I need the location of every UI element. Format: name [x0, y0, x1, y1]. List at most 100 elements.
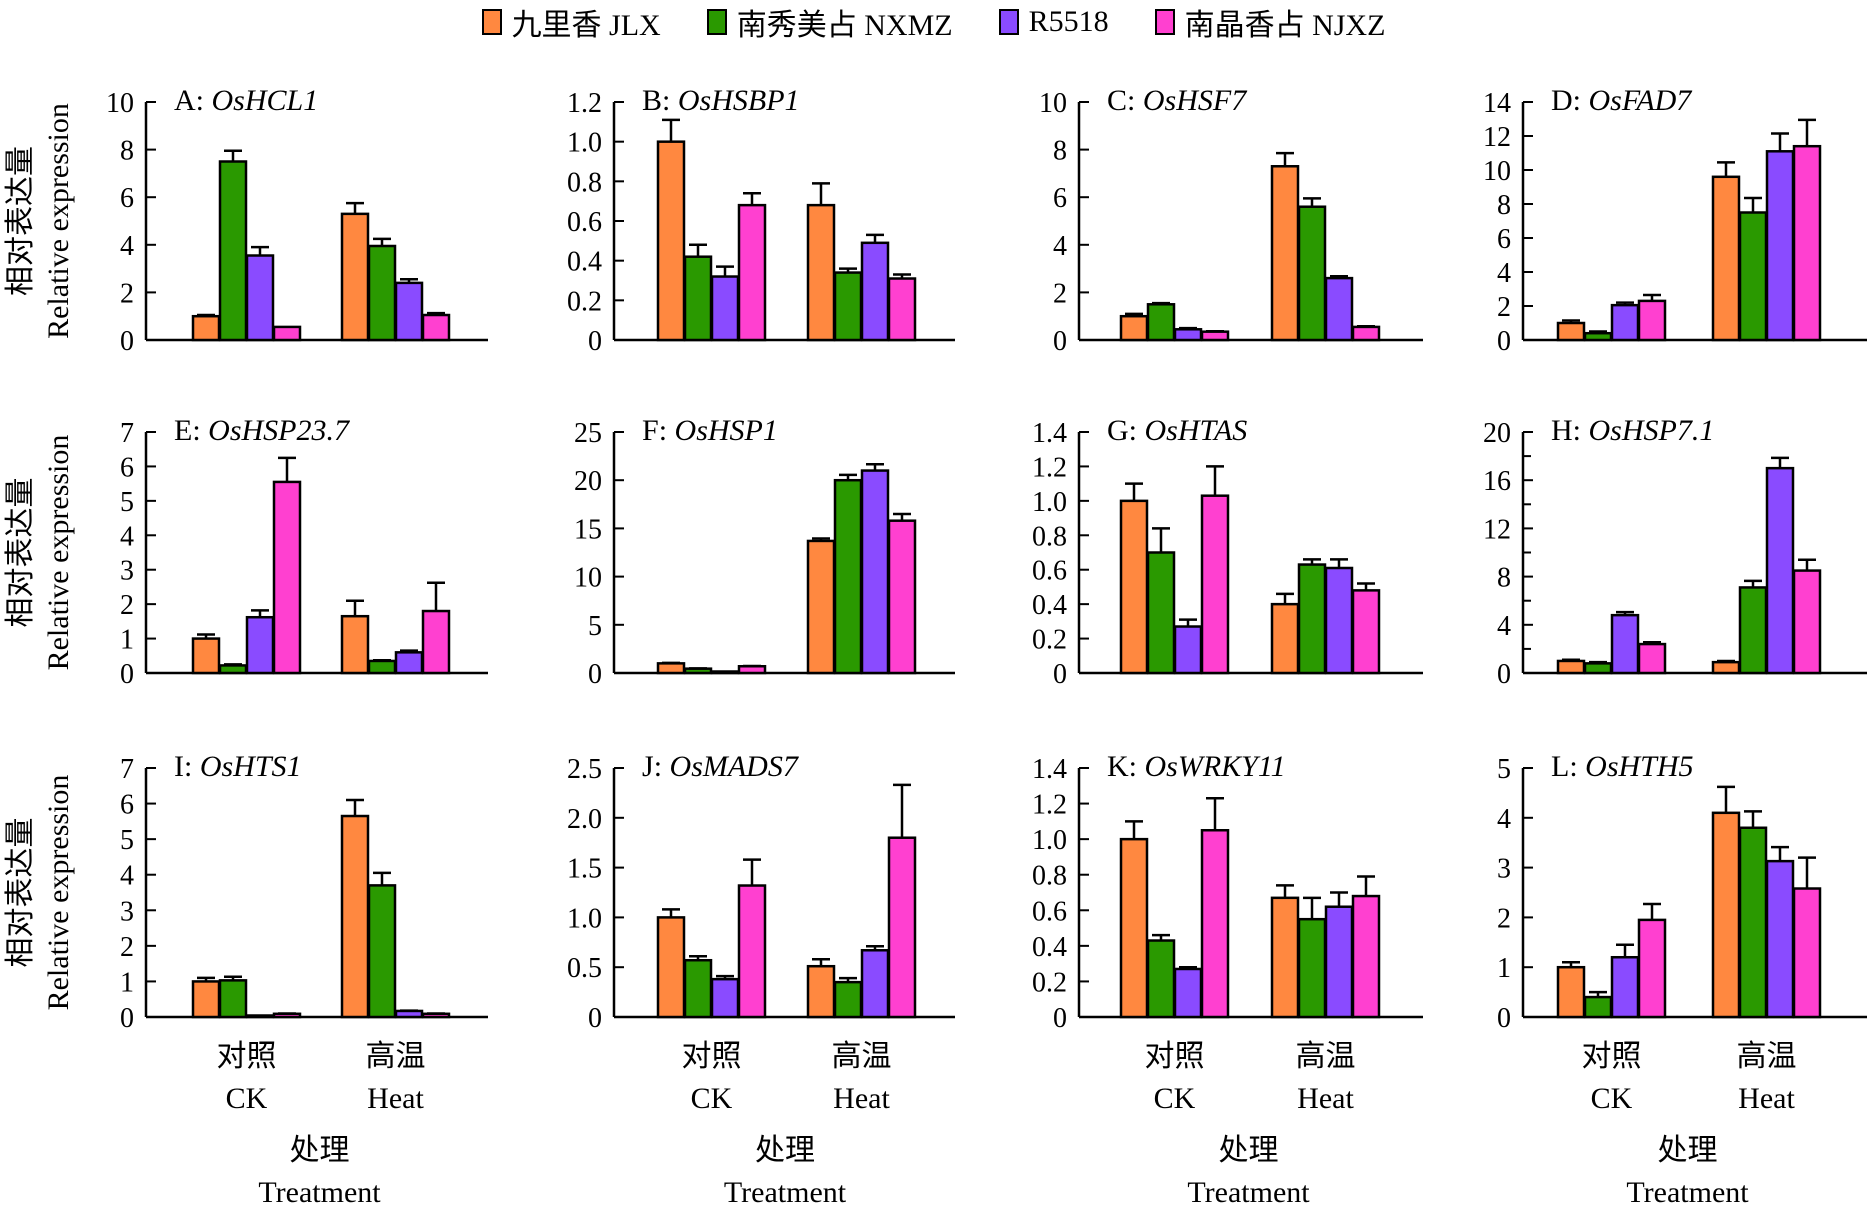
- bar: [1610, 303, 1640, 342]
- bar: [860, 469, 890, 675]
- bar: [1324, 905, 1354, 1019]
- y-axis-label-cn: 相对表达量: [4, 478, 37, 628]
- y-tick-label: 6: [120, 452, 134, 483]
- x-category-label-cn: 高温: [366, 1040, 426, 1073]
- y-tick-label: 1.0: [567, 128, 602, 159]
- y-tick-label: 0: [120, 326, 134, 357]
- bar: [833, 980, 863, 1019]
- panel-L: 0 1 2 3 4 5 L: OsHTH5 对照 CK 高温 Heat 处理 Treatment: [1497, 750, 1867, 1209]
- panel-title: J: OsMADS7: [642, 750, 800, 783]
- y-tick-label: 5: [588, 611, 602, 642]
- y-tick-label: 0: [1497, 1003, 1511, 1034]
- panel-letter: B: [642, 84, 662, 117]
- panel-colon: :: [1573, 84, 1589, 117]
- bar: [1556, 659, 1586, 675]
- bar: [710, 977, 740, 1019]
- panel-F: 0 5 10 15 20 25 F: OsHSP1: [574, 414, 955, 690]
- y-tick-label: 1.2: [567, 88, 602, 119]
- x-category-label-en: CK: [1591, 1082, 1633, 1115]
- x-axis-title-cn: 处理: [755, 1134, 815, 1167]
- panel-title: C: OsHSF7: [1107, 84, 1248, 117]
- y-tick-label: 0: [120, 1003, 134, 1034]
- bar: [737, 884, 767, 1019]
- x-axis-title-cn: 处理: [1219, 1134, 1279, 1167]
- bar: [833, 271, 863, 342]
- bar: [1119, 499, 1149, 675]
- y-tick-label: 2: [1497, 292, 1511, 323]
- panel-letter: E: [174, 414, 192, 447]
- bar: [737, 665, 767, 675]
- y-tick-label: 7: [120, 754, 134, 785]
- panel-letter: C: [1107, 84, 1127, 117]
- panel-letter: K: [1107, 750, 1129, 783]
- gene-name: OsMADS7: [670, 750, 800, 783]
- y-tick-label: 2: [120, 278, 134, 309]
- y-tick-label: 4: [1053, 231, 1067, 262]
- bar: [1200, 330, 1230, 342]
- bar: [1792, 144, 1822, 342]
- bar: [340, 212, 370, 342]
- y-tick-label: 0.2: [567, 286, 602, 317]
- bar: [887, 836, 917, 1019]
- y-tick-label: 6: [120, 790, 134, 821]
- y-tick-label: 1: [120, 625, 134, 656]
- bar: [1711, 175, 1741, 342]
- bar: [1146, 939, 1176, 1019]
- panel-letter: H: [1551, 414, 1573, 447]
- x-category-label-en: Heat: [367, 1082, 424, 1115]
- x-axis-title-en: Treatment: [1626, 1176, 1749, 1209]
- y-tick-label: 8: [1497, 190, 1511, 221]
- bar: [245, 254, 275, 342]
- y-tick-label: 0: [588, 1003, 602, 1034]
- bar: [1583, 662, 1613, 675]
- bar: [1173, 625, 1203, 675]
- gene-name: OsHCL1: [212, 84, 319, 117]
- y-axis-label-en: Relative expression: [42, 775, 75, 1011]
- panel-colon: :: [192, 414, 208, 447]
- panel-J: 0 0.5 1.0 1.5 2.0 2.5 J: OsMADS7 对照 CK 高温 Heat 处理 Tr…: [567, 750, 955, 1209]
- bar: [1324, 566, 1354, 675]
- y-axis-label-cn: 相对表达量: [4, 146, 37, 296]
- gene-name: OsHSF7: [1143, 84, 1248, 117]
- y-tick-label: 0.6: [1032, 556, 1067, 587]
- bar: [656, 662, 686, 675]
- legend: 九里香 JLX 南秀美占 NXMZ R5518 南晶香占 NJXZ: [0, 2, 1867, 42]
- panel-C: 0 2 4 6 8 10 C: OsHSF7: [1039, 84, 1423, 357]
- bar: [1173, 328, 1203, 342]
- y-tick-label: 4: [1497, 611, 1511, 642]
- panel-H: 0 4 8 12 16 20 H: OsHSP7.1: [1483, 414, 1867, 690]
- panel-colon: :: [662, 84, 678, 117]
- panel-title: E: OsHSP23.7: [174, 414, 351, 447]
- legend-item: 南秀美占 NXMZ: [706, 0, 953, 44]
- legend-swatch: [706, 9, 727, 35]
- y-tick-label: 4: [120, 521, 134, 552]
- gene-name: OsHTS1: [200, 750, 302, 783]
- legend-label: 南秀美占 NXMZ: [736, 9, 953, 42]
- y-tick-label: 5: [120, 825, 134, 856]
- y-tick-label: 0.6: [567, 207, 602, 238]
- bar: [1270, 602, 1300, 675]
- panel-letter: L: [1551, 750, 1569, 783]
- bar: [1738, 826, 1768, 1019]
- bar: [191, 314, 221, 342]
- bar: [710, 670, 740, 675]
- bar: [806, 539, 836, 675]
- y-tick-label: 0.2: [1032, 625, 1067, 656]
- bar: [1583, 995, 1613, 1019]
- bar: [710, 275, 740, 342]
- bar: [1637, 642, 1667, 675]
- bar: [1765, 150, 1795, 342]
- y-tick-label: 1: [120, 967, 134, 998]
- bar: [1792, 569, 1822, 675]
- y-tick-label: 2.0: [567, 804, 602, 835]
- y-tick-label: 20: [574, 466, 602, 497]
- bar: [367, 244, 397, 342]
- bar: [860, 949, 890, 1019]
- bar: [394, 281, 424, 342]
- panel-G: 00.2 0.40.6 0.81.0 1.21.4 G: OsHTAS: [1032, 414, 1423, 690]
- gene-name: OsWRKY11: [1145, 750, 1286, 783]
- y-tick-label: 0.4: [1032, 590, 1067, 621]
- y-tick-label: 5: [120, 487, 134, 518]
- y-tick-label: 4: [1497, 804, 1511, 835]
